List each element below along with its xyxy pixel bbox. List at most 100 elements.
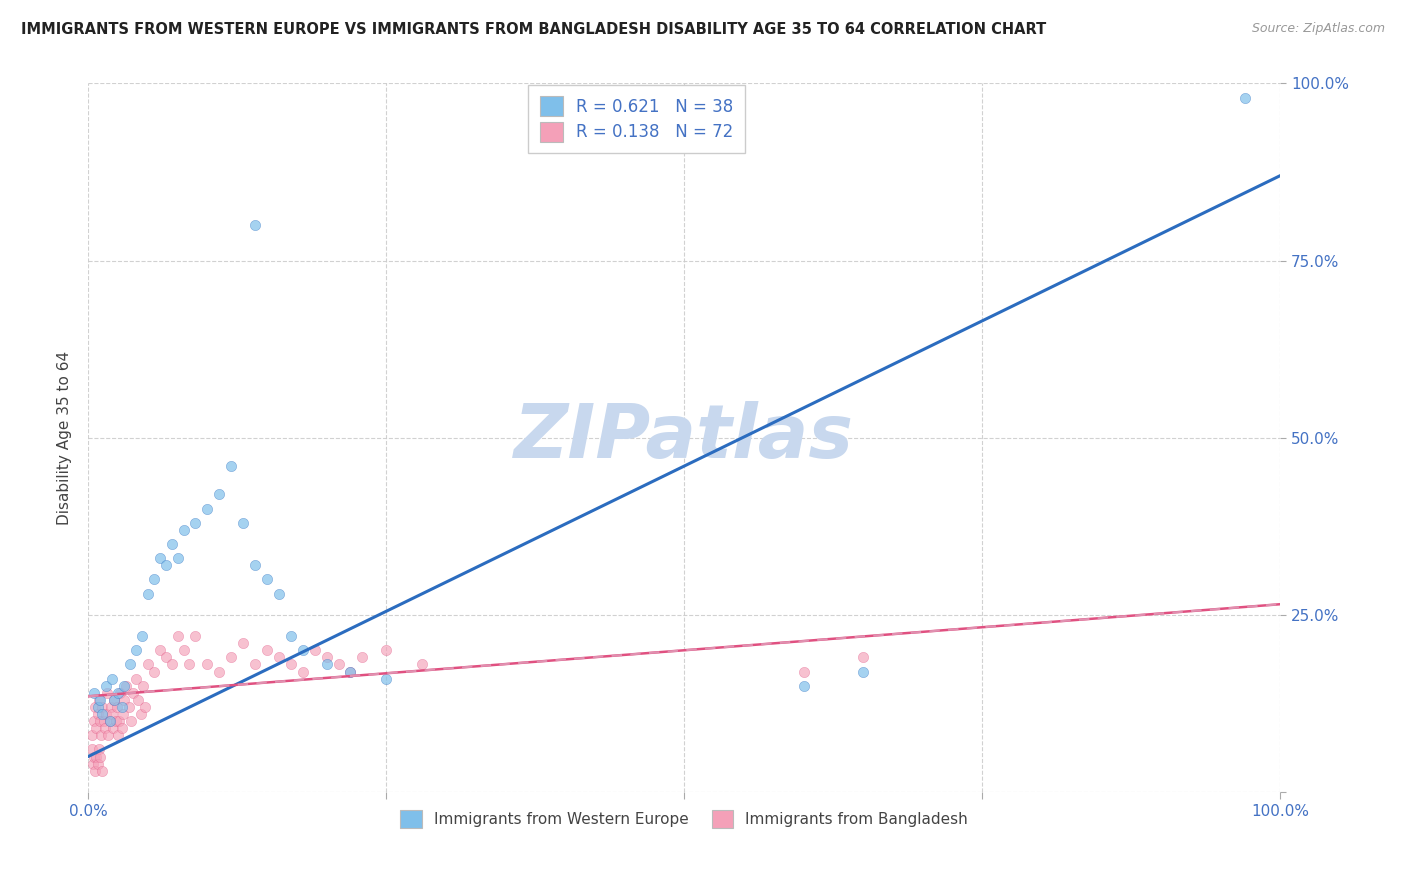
Point (82, 756, 104, 771)
Point (94, 706, 117, 721)
Point (315, 650, 337, 665)
Text: IMMIGRANTS FROM WESTERN EUROPE VS IMMIGRANTS FROM BANGLADESH DISABILITY AGE 35 T: IMMIGRANTS FROM WESTERN EUROPE VS IMMIGR… (21, 22, 1046, 37)
Point (107, 686, 129, 700)
Legend: Immigrants from Western Europe, Immigrants from Bangladesh: Immigrants from Western Europe, Immigran… (394, 804, 974, 834)
Point (339, 665, 361, 679)
Point (155, 650, 177, 665)
Point (97, 728, 120, 742)
Point (173, 643, 195, 657)
Point (93, 714, 115, 728)
Point (243, 218, 266, 232)
Point (86, 706, 108, 721)
Point (103, 693, 125, 707)
Point (852, 665, 875, 679)
Point (127, 693, 149, 707)
Point (232, 516, 254, 530)
Point (112, 693, 135, 707)
Point (149, 643, 172, 657)
Point (184, 516, 207, 530)
Point (291, 643, 314, 657)
Point (132, 679, 155, 693)
Point (179, 657, 201, 672)
Point (129, 706, 152, 721)
Point (86, 749, 108, 764)
Point (267, 586, 290, 600)
Point (195, 501, 218, 516)
Point (96, 686, 118, 700)
Point (208, 487, 231, 501)
Point (184, 629, 207, 643)
Point (339, 665, 361, 679)
Point (86, 700, 108, 714)
Point (173, 523, 195, 537)
Point (852, 650, 875, 665)
Point (195, 657, 218, 672)
Point (134, 700, 156, 714)
Point (94, 679, 117, 693)
Point (89, 693, 111, 707)
Point (112, 679, 135, 693)
Point (98, 714, 121, 728)
Point (256, 573, 278, 587)
Point (115, 679, 138, 693)
Point (90, 728, 112, 742)
Point (142, 665, 165, 679)
Point (125, 672, 148, 686)
Point (86, 721, 108, 735)
Point (83, 686, 105, 700)
Point (280, 657, 302, 672)
Text: ZIPatlas: ZIPatlas (515, 401, 855, 475)
Point (136, 586, 159, 600)
Point (103, 693, 125, 707)
Point (91, 700, 114, 714)
Point (166, 551, 188, 566)
Point (94, 721, 117, 735)
Point (89, 714, 111, 728)
Point (80, 728, 103, 742)
Point (110, 721, 132, 735)
Point (243, 657, 266, 672)
Point (131, 629, 153, 643)
Point (118, 700, 141, 714)
Point (256, 643, 278, 657)
Point (375, 672, 398, 686)
Point (101, 706, 124, 721)
Point (149, 551, 172, 566)
Point (103, 721, 125, 735)
Point (166, 629, 188, 643)
Point (219, 458, 242, 473)
Y-axis label: Disability Age 35 to 64: Disability Age 35 to 64 (58, 351, 72, 524)
Point (110, 686, 132, 700)
Text: Source: ZipAtlas.com: Source: ZipAtlas.com (1251, 22, 1385, 36)
Point (267, 650, 290, 665)
Point (328, 657, 350, 672)
Point (411, 657, 433, 672)
Point (352, 650, 374, 665)
Point (104, 714, 127, 728)
Point (87, 693, 110, 707)
Point (84, 764, 107, 778)
Point (100, 700, 122, 714)
Point (80, 742, 103, 756)
Point (105, 700, 128, 714)
Point (304, 643, 326, 657)
Point (125, 643, 148, 657)
Point (118, 657, 141, 672)
Point (1233, 90, 1256, 104)
Point (86, 756, 108, 771)
Point (91, 764, 114, 778)
Point (87, 742, 110, 756)
Point (160, 537, 183, 551)
Point (83, 749, 105, 764)
Point (219, 650, 242, 665)
Point (155, 558, 177, 573)
Point (375, 643, 398, 657)
Point (291, 665, 314, 679)
Point (110, 700, 132, 714)
Point (792, 665, 814, 679)
Point (136, 657, 159, 672)
Point (84, 700, 107, 714)
Point (792, 679, 814, 693)
Point (208, 665, 231, 679)
Point (232, 636, 254, 650)
